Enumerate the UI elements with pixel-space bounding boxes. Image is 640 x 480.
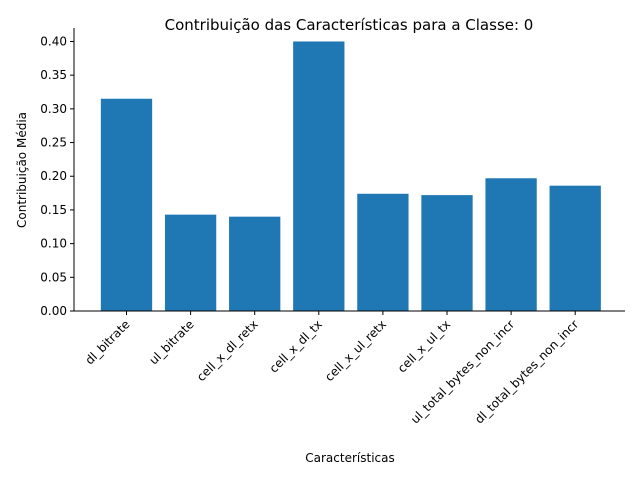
bar-cell_x_ul_retx xyxy=(357,193,409,311)
x-tick-label: dl_bitrate xyxy=(82,317,132,367)
y-tick-label: 0.10 xyxy=(40,237,67,251)
x-tick-label: dl_total_bytes_non_incr xyxy=(472,317,581,426)
y-tick-label: 0.25 xyxy=(40,136,67,150)
x-tick-label: ul_total_bytes_non_incr xyxy=(408,317,517,426)
bar-cell_x_dl_retx xyxy=(229,216,281,311)
y-tick-label: 0.00 xyxy=(40,304,67,318)
x-tick-label: cell_x_dl_tx xyxy=(267,317,325,375)
y-axis-label: Contribuição Média xyxy=(15,112,29,228)
bar-dl_total_bytes_non_incr xyxy=(549,185,601,311)
bar-ul_total_bytes_non_incr xyxy=(485,178,537,311)
y-tick-label: 0.40 xyxy=(40,34,67,48)
x-tick-label: ul_bitrate xyxy=(147,317,197,367)
x-tick-label: cell_x_ul_retx xyxy=(322,317,389,384)
bar-cell_x_ul_tx xyxy=(421,195,473,311)
y-tick-label: 0.20 xyxy=(40,169,67,183)
y-tick-label: 0.15 xyxy=(40,203,67,217)
y-tick-label: 0.35 xyxy=(40,68,67,82)
chart-title: Contribuição das Características para a … xyxy=(165,16,534,34)
bars-group xyxy=(100,41,601,311)
y-tick-label: 0.05 xyxy=(40,270,67,284)
y-axis: 0.00 0.05 0.10 0.15 0.20 0.25 0.30 0.35 0.40 xyxy=(40,34,74,318)
x-tick-label: cell_x_dl_retx xyxy=(194,317,261,384)
bar-dl_bitrate xyxy=(100,98,153,311)
bar-cell_x_dl_tx xyxy=(293,41,345,311)
x-tick-label: cell_x_ul_tx xyxy=(395,317,453,375)
y-tick-label: 0.30 xyxy=(40,102,67,116)
x-axis-label: Características xyxy=(305,451,394,465)
bar-ul_bitrate xyxy=(164,214,217,311)
